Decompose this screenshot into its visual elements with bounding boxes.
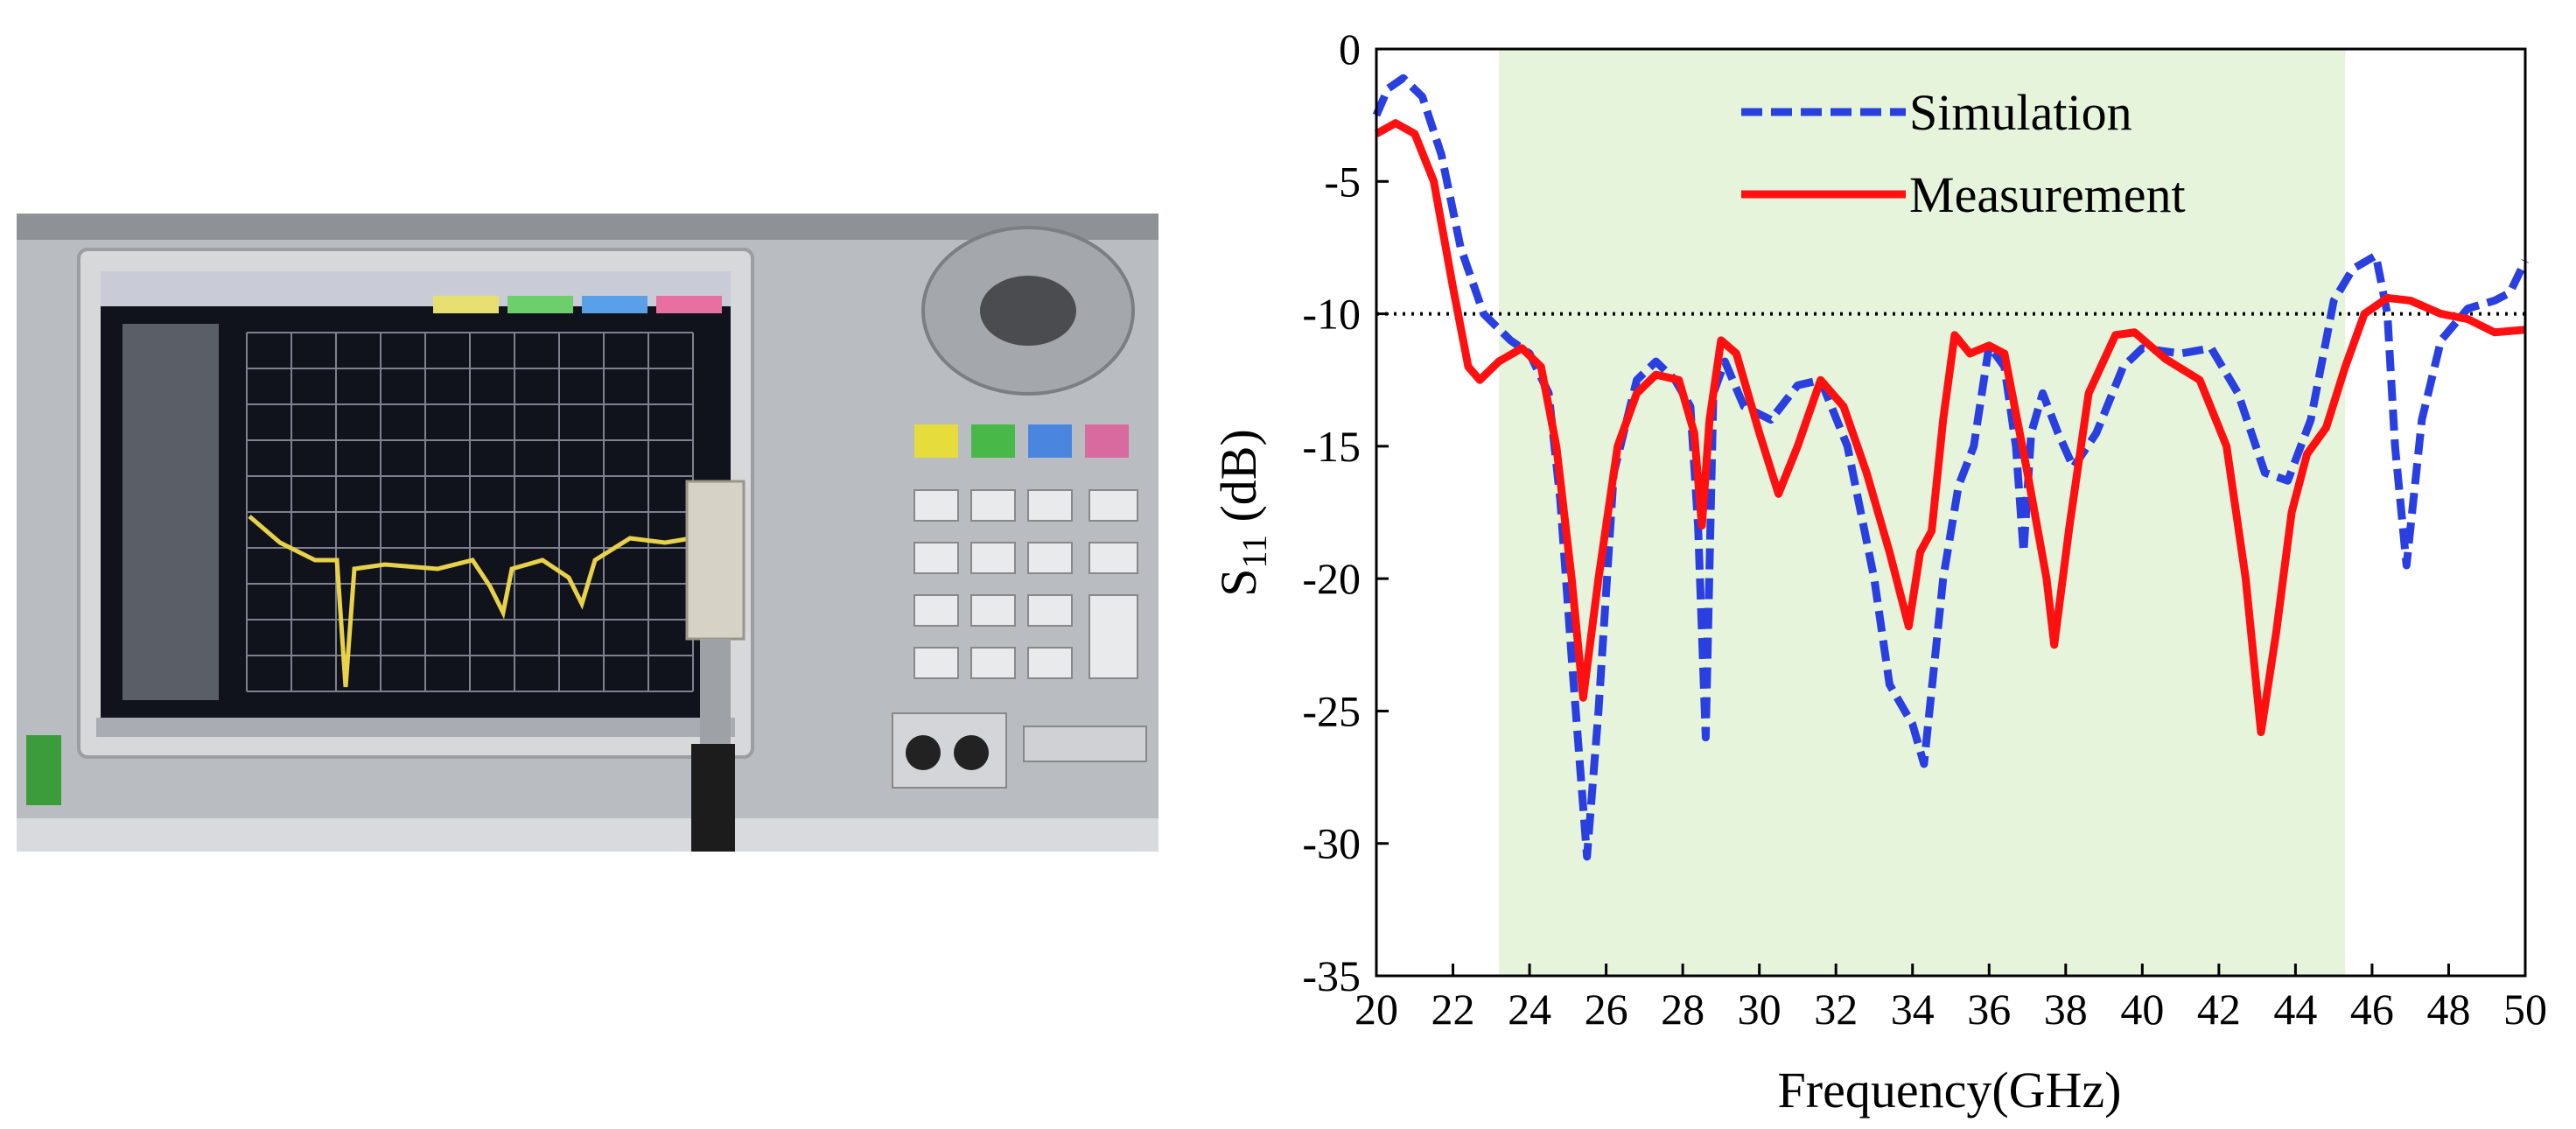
- x-tick-label: 36: [1967, 985, 2011, 1034]
- highlight-band: [1499, 49, 2346, 976]
- x-tick-label: 46: [2350, 985, 2394, 1034]
- y-tick-label: -5: [1324, 157, 1361, 206]
- x-tick-label: 48: [2426, 985, 2470, 1034]
- x-tick-label: 24: [1508, 985, 1551, 1034]
- drive: [1023, 726, 1147, 762]
- connector: [700, 639, 731, 744]
- y-tick-label: -10: [1302, 290, 1361, 339]
- x-tick-label: 34: [1891, 985, 1935, 1034]
- x-axis-title: Frequency(GHz): [1778, 1062, 2122, 1118]
- y-axis-title-main: S: [1210, 569, 1267, 597]
- x-tick-label: 22: [1432, 985, 1475, 1034]
- indicator: [26, 735, 61, 805]
- instrument-photo: [17, 214, 1158, 852]
- screen-button: [508, 296, 573, 313]
- series-line: [1374, 119, 2526, 737]
- screen-sidebar: [122, 324, 219, 700]
- x-tick-label: 40: [2120, 985, 2164, 1034]
- y-tick-label: -15: [1302, 422, 1361, 471]
- x-tick-label: 20: [1354, 985, 1398, 1034]
- x-tick-label: 26: [1585, 985, 1628, 1034]
- probe-port: [906, 735, 941, 770]
- y-tick-label: -30: [1302, 819, 1361, 868]
- x-tick-label: 50: [2503, 985, 2547, 1034]
- cable: [691, 744, 735, 852]
- series-line: [1372, 74, 2530, 861]
- front-strip: [17, 818, 1158, 852]
- plot-frame: [1375, 47, 2527, 978]
- screen-button: [582, 296, 648, 313]
- y-tick-label: -25: [1302, 686, 1361, 735]
- x-tick-label: 28: [1661, 985, 1704, 1034]
- screen-trace: [248, 515, 692, 688]
- x-tick-label: 32: [1814, 985, 1858, 1034]
- y-axis-title-unit: (dB): [1210, 429, 1267, 535]
- screen-button: [656, 296, 722, 313]
- x-tick-label: 30: [1738, 985, 1782, 1034]
- y-axis-title-sub: 11: [1235, 535, 1274, 569]
- y-tick-label: -35: [1302, 951, 1361, 1000]
- softkeys: [914, 424, 1129, 458]
- keypad: [914, 489, 1138, 679]
- y-tick-label: -20: [1302, 554, 1361, 603]
- legend-label: Simulation: [1909, 84, 2132, 141]
- screen-status: [96, 718, 735, 737]
- screen-grid: [246, 332, 694, 692]
- legend-label: Measurement: [1909, 166, 2186, 223]
- nav-click: [980, 276, 1076, 346]
- x-tick-label: 44: [2273, 985, 2317, 1034]
- antenna: [685, 480, 746, 641]
- x-tick-label: 42: [2197, 985, 2241, 1034]
- screen-button: [433, 296, 499, 313]
- y-tick-label: 0: [1339, 25, 1361, 74]
- instrument-top: [17, 214, 1158, 240]
- probe-port: [954, 735, 989, 770]
- x-tick-label: 38: [2044, 985, 2088, 1034]
- y-axis-title: S11 (dB): [1210, 429, 1274, 597]
- chart: 20 22 24 26 28 30 32 34 36 38 40 42 44 46 48 50 -35 -30 -2…: [1302, 25, 2547, 1034]
